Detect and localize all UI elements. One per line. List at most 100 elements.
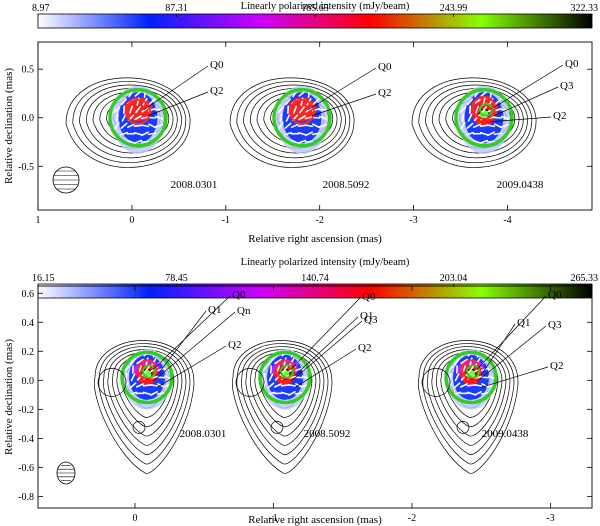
component-leader-line <box>489 64 564 111</box>
epoch-2009.0438: Q0 Q1 Q3 Q2 2009.0438 <box>417 289 563 474</box>
component-leader-line <box>143 65 209 111</box>
evpa-tick <box>460 121 466 130</box>
component-leader-line <box>493 86 559 117</box>
contour <box>422 343 515 465</box>
evpa-tick <box>267 357 275 365</box>
contour <box>102 346 187 455</box>
chart-panel-1: Linearly polarized intensity (mJy/beam) 8… <box>3 1 598 245</box>
x-tick-label: 1 <box>36 215 41 226</box>
evpa-tick <box>453 382 461 389</box>
evpa-tick <box>466 98 474 106</box>
evpa-tick <box>140 124 150 128</box>
component-label-Q2: Q2 <box>228 339 241 351</box>
modelfit-component-circle <box>444 350 498 405</box>
modelfit-component-circle <box>235 368 265 397</box>
y-tick-label: -0.4 <box>18 434 34 445</box>
evpa-tick <box>283 131 293 136</box>
modelfit-component-circle <box>461 359 481 380</box>
contour <box>418 81 533 163</box>
evpa-tick <box>472 139 482 144</box>
y-tick-label: -0.6 <box>18 463 34 474</box>
plot-frame <box>37 41 593 211</box>
colorbar-tick-label: 265.33 <box>571 273 599 284</box>
component-leader-line <box>147 91 209 117</box>
component-label-Q0: Q0 <box>362 291 376 303</box>
evpa-tick <box>305 131 313 137</box>
evpa-tick <box>295 383 303 388</box>
y-axis-label: Relative declination (mas) <box>3 339 15 455</box>
evpa-tick <box>297 139 307 144</box>
contour <box>85 88 178 154</box>
evpa-tick <box>304 116 314 120</box>
contour <box>426 346 511 455</box>
evpa-tick <box>163 375 173 380</box>
evpa-tick <box>268 373 274 382</box>
y-tick-label: -0.5 <box>18 162 34 173</box>
evpa-tick <box>297 124 307 127</box>
evpa-tick <box>133 131 143 136</box>
evpa-tick <box>147 132 157 136</box>
evpa-tick <box>144 365 150 374</box>
evpa-tick <box>318 115 328 120</box>
evpa-tick <box>136 358 144 365</box>
x-tick-label: -1 <box>222 215 230 226</box>
epoch-label: 2009.0438 <box>497 179 544 191</box>
component-label-Q0: Q0 <box>548 289 562 301</box>
evpa-tick <box>277 106 285 113</box>
epoch-label: 2008.5092 <box>323 179 370 191</box>
evpa-tick <box>453 357 461 365</box>
evpa-tick <box>127 123 135 128</box>
evpa-tick <box>293 105 297 114</box>
y-tick-label: 0.4 <box>22 318 35 329</box>
evpa-tick <box>280 391 290 396</box>
evpa-tick <box>142 384 152 387</box>
x-tick-label: -2 <box>408 513 416 524</box>
y-tick-label: 0.6 <box>22 289 35 300</box>
evpa-tick <box>299 106 305 114</box>
contour <box>92 91 174 149</box>
evpa-tick <box>465 131 475 136</box>
component-label-Q1: Q1 <box>208 304 221 316</box>
evpa-tick <box>282 365 288 374</box>
evpa-tick <box>129 382 137 389</box>
evpa-tick <box>500 123 510 128</box>
contour <box>425 84 528 159</box>
evpa-tick <box>115 113 119 123</box>
colorbar-tick-label: 203.04 <box>440 273 468 284</box>
x-tick-label: 0 <box>129 215 134 226</box>
evpa-tick <box>290 139 300 144</box>
modelfit-component-circle <box>466 364 480 379</box>
colorbar-tick-label: 16.15 <box>32 273 55 284</box>
modelfit-component-circle <box>125 98 151 125</box>
evpa-tick <box>460 358 468 365</box>
evpa-tick <box>133 124 143 127</box>
colorbar-tick-label: 8.97 <box>32 3 50 14</box>
component-label-Q3: Q3 <box>560 80 574 92</box>
component-label-Q0: Q0 <box>232 289 246 301</box>
epoch-label: 2008.5092 <box>304 428 351 440</box>
x-axis-label: Relative right ascension (mas) <box>248 514 382 526</box>
contour <box>245 349 321 446</box>
component-leader-line <box>311 93 377 117</box>
component-leader-line <box>489 116 552 123</box>
contour <box>438 91 520 149</box>
evpa-tick <box>468 365 474 374</box>
modelfit-component-circle <box>472 95 496 120</box>
evpa-tick <box>284 122 292 129</box>
component-label-Q2: Q2 <box>378 87 391 99</box>
colorbar-title: Linearly polarized intensity (mJy/beam) <box>241 257 410 268</box>
evpa-tick <box>279 113 283 123</box>
modelfit-component-circle <box>479 102 493 117</box>
evpa-tick <box>280 384 290 387</box>
evpa-tick <box>126 139 136 144</box>
evpa-tick <box>312 123 320 129</box>
evpa-tick <box>136 383 144 388</box>
colorbar-tick-label: 322.33 <box>571 3 599 14</box>
evpa-tick <box>473 123 481 128</box>
evpa-tick <box>288 391 296 396</box>
evpa-tick <box>154 115 164 120</box>
evpa-tick <box>312 98 320 105</box>
modelfit-component-circle <box>120 350 174 405</box>
evpa-tick <box>142 391 152 396</box>
epoch-label: 2009.0438 <box>482 428 529 440</box>
